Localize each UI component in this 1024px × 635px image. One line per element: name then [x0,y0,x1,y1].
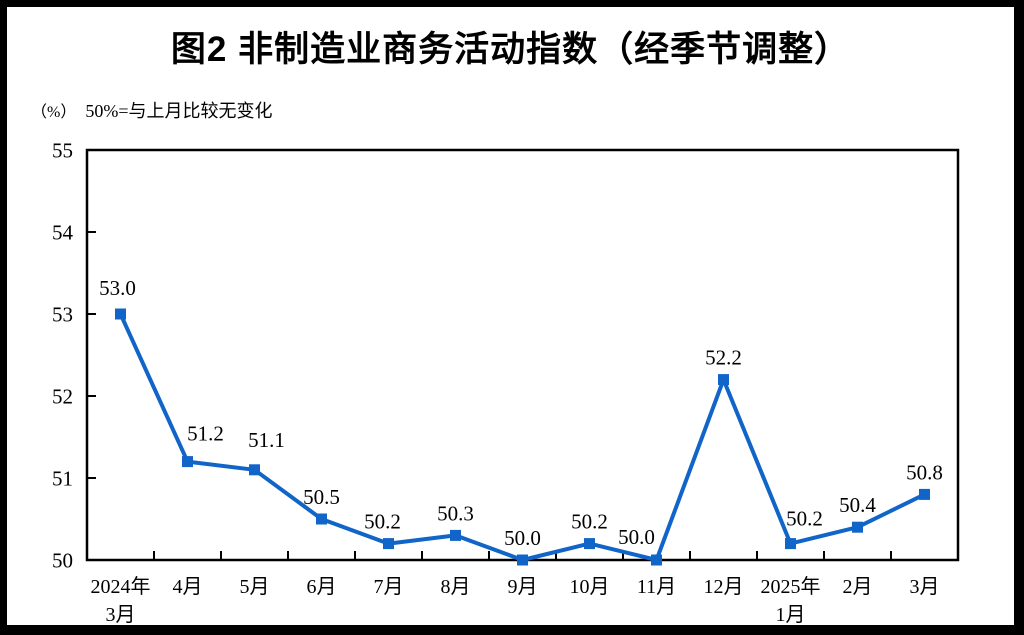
chart-title: 图2 非制造业商务活动指数（经季节调整） [170,30,851,69]
x-axis-label: 11月 [637,576,676,598]
data-point-marker [584,538,595,550]
data-label: 50.0 [504,526,541,550]
x-axis-label: 2024年 [91,575,151,598]
data-label: 52.2 [705,346,742,370]
x-axis-label: 8月 [441,576,471,598]
plot-border [85,148,960,562]
data-label: 50.5 [303,485,340,509]
x-axis-label: 1月 [776,604,806,626]
data-point-marker [651,554,662,566]
data-label: 50.4 [839,493,876,517]
x-axis-label: 9月 [508,576,538,598]
data-label: 51.1 [248,428,285,452]
data-label: 50.0 [618,525,655,549]
y-tick-label: 52 [52,385,73,409]
x-axis-label: 6月 [307,576,337,598]
data-label: 50.2 [364,510,401,534]
x-axis-label: 4月 [173,576,203,598]
y-axis-unit-label: （%） [31,104,77,121]
axis-unit-note: （%） 50%=与上月比较无变化 [31,97,273,123]
x-axis-label: 10月 [570,576,610,598]
data-label: 50.8 [906,460,943,484]
x-axis-label: 12月 [704,576,744,598]
data-label: 53.0 [99,276,136,300]
x-axis-label: 2月 [843,576,873,598]
y-tick-label: 53 [52,303,73,327]
data-point-marker [182,456,193,468]
data-point-marker [249,464,260,476]
data-label: 50.2 [571,510,608,534]
x-axis-label: 3月 [106,604,136,626]
y-tick-label: 55 [52,139,73,163]
data-point-marker [785,538,796,550]
data-point-marker [718,374,729,386]
data-point-marker [517,554,528,566]
y-tick-label: 51 [52,467,73,491]
x-axis-label: 3月 [910,576,940,598]
data-point-marker [919,488,930,500]
x-axis-label: 5月 [240,576,270,598]
data-point-marker [316,513,327,525]
reference-line-note: 50%=与上月比较无变化 [85,101,273,121]
data-label: 50.2 [786,507,823,531]
y-tick-label: 54 [52,221,74,245]
data-point-marker [852,521,863,533]
x-axis-label: 2025年 [761,575,821,598]
line-chart: 50 51 52 53 54 55 2024年 3月 4月 5月 6月 7月 8月 9月 10月 11月 12月… [52,139,960,626]
y-tick-label: 50 [52,549,73,573]
data-point-marker [115,308,126,320]
data-point-marker [450,529,461,541]
x-axis-label: 7月 [374,576,404,598]
data-label: 51.2 [187,422,224,446]
data-label: 50.3 [437,501,474,525]
data-point-marker [383,538,394,550]
